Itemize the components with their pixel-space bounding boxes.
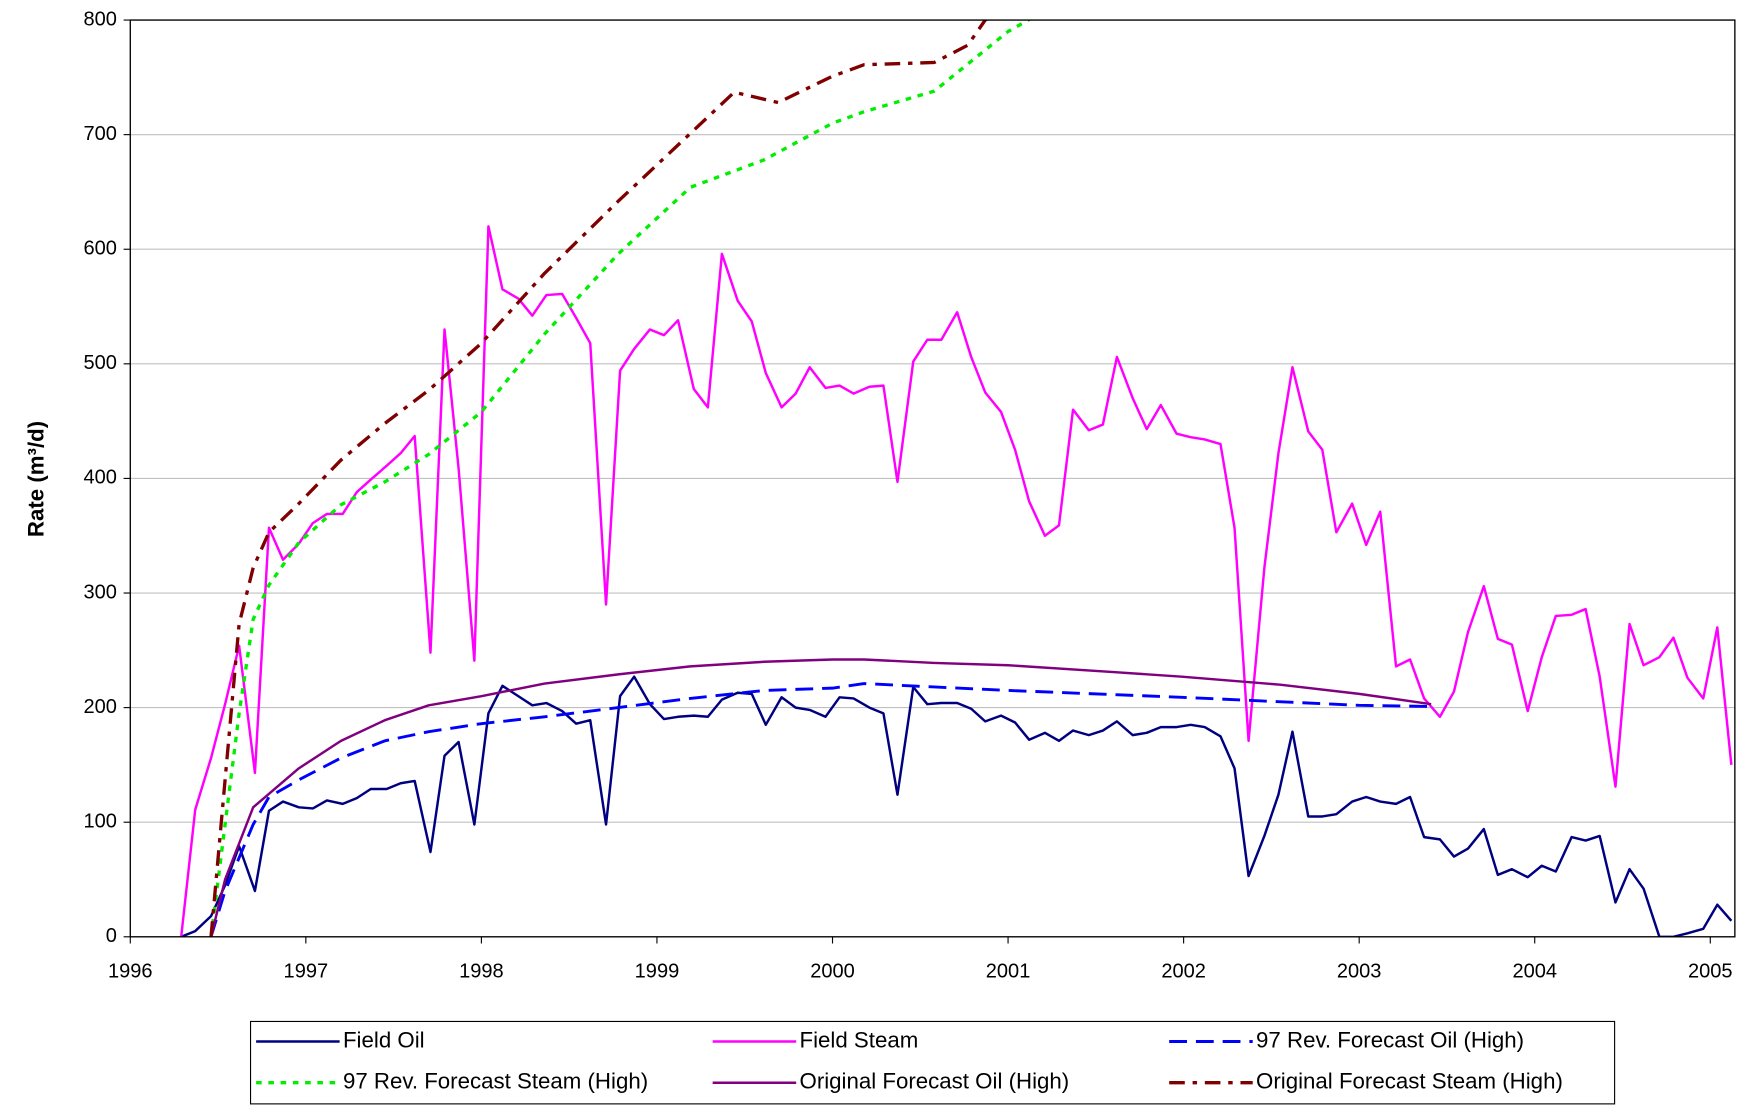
y-tick-label: 100 — [84, 811, 117, 833]
legend-label: Field Steam — [800, 1027, 919, 1052]
y-tick-label: 500 — [84, 352, 117, 374]
legend-label: Original Forecast Oil (High) — [800, 1069, 1070, 1094]
legend-label: Field Oil — [343, 1027, 425, 1052]
x-tick-label: 2000 — [810, 961, 855, 983]
x-tick-label: 1999 — [635, 961, 680, 983]
y-axis-label: Rate (m³/d) — [24, 421, 49, 537]
x-tick-label: 2003 — [1337, 961, 1382, 983]
legend-label: 97 Rev. Forecast Steam (High) — [343, 1069, 648, 1094]
y-tick-label: 700 — [84, 123, 117, 145]
y-tick-label: 800 — [84, 8, 117, 30]
x-tick-label: 2001 — [986, 961, 1031, 983]
x-tick-label: 1998 — [459, 961, 504, 983]
x-tick-label: 2004 — [1512, 961, 1557, 983]
legend-label: Original Forecast Steam (High) — [1256, 1069, 1563, 1094]
y-tick-label: 300 — [84, 581, 117, 603]
chart: 0 100 200 300 400 500 600 700 800 1996 1997 1998 199… — [0, 0, 1746, 1105]
y-tick-label: 200 — [84, 696, 117, 718]
legend-label: 97 Rev. Forecast Oil (High) — [1256, 1027, 1524, 1052]
page: {"chart_data": { "type": "line", "y_labe… — [0, 0, 1746, 1105]
y-tick-label: 400 — [84, 467, 117, 489]
x-tick-label: 2002 — [1161, 961, 1206, 983]
y-tick-label: 600 — [84, 238, 117, 260]
y-tick-label: 0 — [106, 925, 117, 947]
x-tick-label: 2005 — [1688, 961, 1733, 983]
x-tick-label: 1997 — [284, 961, 329, 983]
x-tick-label: 1996 — [108, 961, 153, 983]
